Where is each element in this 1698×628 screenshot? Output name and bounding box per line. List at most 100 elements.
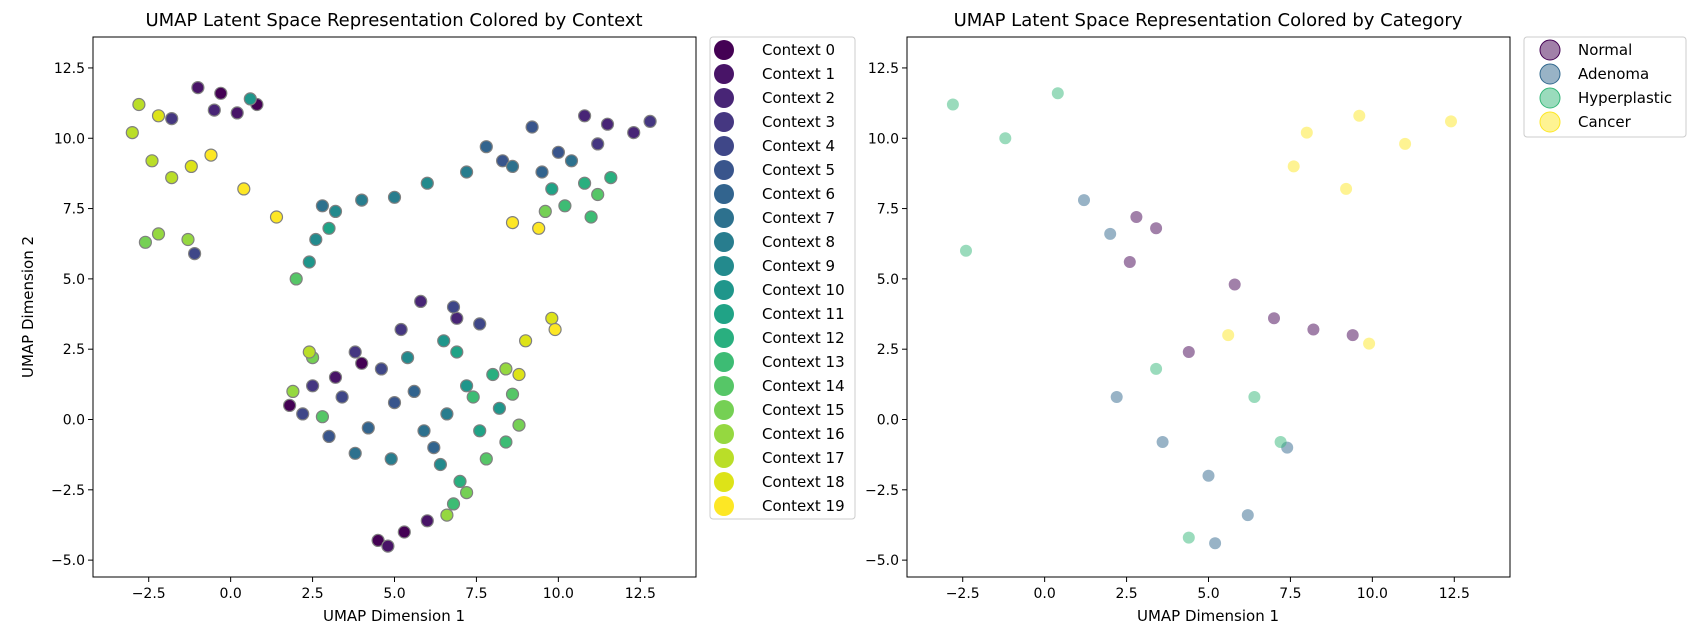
scatter-point [460,379,474,393]
scatter-points [946,87,1457,550]
scatter-point [460,165,474,179]
scatter-point [525,120,539,134]
scatter-point [496,154,510,168]
scatter-point [505,216,520,230]
x-tick-label: 10.0 [1357,586,1388,602]
legend-label: Context 1 [762,65,835,83]
legend-marker [714,448,734,468]
scatter-point [577,176,592,190]
scatter-point [1445,115,1457,128]
scatter-point [505,159,520,173]
scatter-point [643,114,657,129]
y-tick-label: 5.0 [63,272,85,288]
legend-marker [714,136,734,156]
scatter-point [407,384,421,398]
scatter-point [1078,194,1090,207]
scatter-point [184,159,198,173]
x-tick-label: 0.0 [1034,586,1056,602]
y-tick-label: 2.5 [877,342,899,358]
scatter-point [237,182,251,196]
legend-marker [714,376,734,396]
y-axis-ticks: −5.0 −2.5 0.0 2.5 5.0 7.5 10.0 12.5 [865,61,907,569]
scatter-point [600,117,615,131]
x-axis-label: UMAP Dimension 1 [323,607,465,625]
scatter-point [355,356,369,370]
legend-marker [714,352,734,372]
x-axis-ticks: −2.5 0.0 2.5 5.0 7.5 10.0 12.5 [132,577,656,602]
scatter-point [960,244,972,257]
scatter-point [1202,469,1215,482]
scatter-point [427,441,441,455]
x-tick-label: 12.5 [625,586,656,602]
scatter-point [584,210,598,224]
scatter-point [1150,362,1163,375]
legend-marker [714,424,734,444]
scatter-point [446,497,461,511]
scatter-point [492,401,506,415]
legend-label: Context 19 [762,497,845,515]
plot-area-frame [906,36,1511,578]
scatter-point [453,474,467,488]
legend-marker [714,232,734,252]
scatter-point [296,407,310,421]
scatter-point [433,457,447,472]
scatter-point [1130,211,1143,223]
scatter-point [355,193,369,207]
y-tick-label: 0.0 [877,413,899,429]
legend-marker [714,160,734,180]
legend-marker [1539,39,1561,61]
x-tick-label: −2.5 [946,586,980,602]
scatter-point [627,126,641,140]
scatter-point [335,390,349,404]
legend-label: Context 2 [762,89,835,107]
x-tick-label: 2.5 [1115,586,1137,602]
x-tick-label: −2.5 [132,586,166,602]
scatter-point [505,387,520,401]
scatter-point [165,111,179,126]
scatter-point [230,106,244,120]
legend-label: Context 4 [762,137,835,155]
scatter-point [1182,531,1195,544]
scatter-point [999,132,1012,145]
x-tick-label: 2.5 [301,586,323,602]
scatter-point [315,199,329,213]
legend-label: Normal [1578,41,1632,59]
scatter-point [1104,227,1117,240]
scatter-point [401,351,415,365]
y-tick-label: −5.0 [51,553,85,569]
legend-marker [714,184,734,204]
legend-label: Hyperplastic [1578,89,1672,107]
scatter-point [302,255,316,269]
scatter-point [479,452,493,466]
legend-marker [714,472,734,492]
scatter-point [181,232,195,247]
scatter-point [577,109,592,123]
x-tick-label: 7.5 [1279,586,1301,602]
scatter-point [1110,391,1123,403]
scatter-point [1156,436,1169,448]
legend-label: Context 18 [762,473,845,491]
x-axis-ticks: −2.5 0.0 2.5 5.0 7.5 10.0 12.5 [946,577,1470,602]
scatter-point [414,294,428,308]
scatter-point [446,300,461,314]
scatter-point [535,165,549,179]
scatter-point [512,418,526,432]
legend-marker [714,256,734,276]
scatter-point [1287,160,1300,173]
scatter-point [558,199,572,213]
legend: Context 0 Context 1 Context 2 Context 3 Cont… [709,36,856,520]
scatter-point [1222,329,1235,342]
scatter-point [1346,329,1359,342]
scatter-point [188,247,202,261]
scatter-point [387,396,402,410]
scatter-point [302,345,316,359]
scatter-point [125,126,139,140]
scatter-point [420,176,434,190]
scatter-point [417,424,431,438]
legend-marker [714,400,734,420]
legend-marker [714,304,734,324]
legend-marker [714,328,734,348]
scatter-point [460,486,474,500]
x-tick-label: 12.5 [1439,586,1470,602]
